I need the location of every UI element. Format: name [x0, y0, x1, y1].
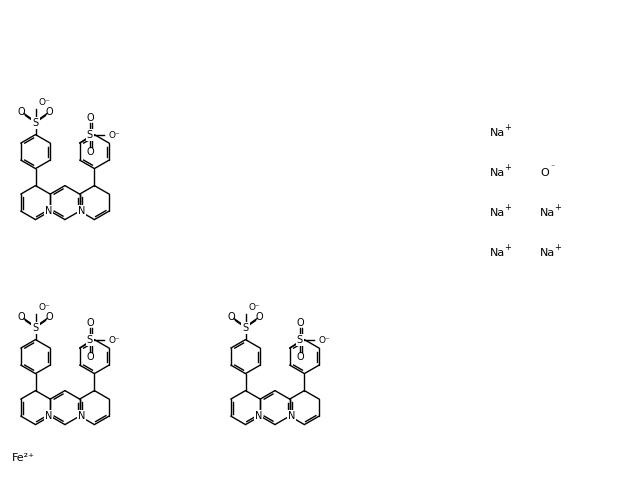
Text: O⁻: O⁻ — [109, 131, 120, 140]
Text: Na: Na — [490, 248, 505, 258]
Text: N: N — [44, 411, 52, 421]
Text: O: O — [228, 312, 235, 322]
Text: O⁻: O⁻ — [248, 303, 260, 312]
Text: S: S — [87, 335, 93, 345]
Text: N: N — [288, 411, 295, 421]
Text: O: O — [297, 352, 305, 362]
Text: +: + — [504, 163, 511, 171]
Text: N: N — [78, 206, 85, 216]
Text: O: O — [540, 168, 548, 178]
Text: Na: Na — [490, 168, 505, 178]
Text: +: + — [504, 122, 511, 131]
Text: O: O — [87, 352, 94, 362]
Text: N: N — [78, 411, 85, 421]
Text: S: S — [243, 323, 248, 333]
Text: S: S — [87, 130, 93, 140]
Text: Na: Na — [540, 248, 555, 258]
Text: O: O — [46, 106, 53, 117]
Text: Na: Na — [490, 128, 505, 138]
Text: O⁻: O⁻ — [39, 98, 51, 107]
Text: O: O — [87, 318, 94, 328]
Text: +: + — [554, 243, 561, 251]
Text: S: S — [32, 323, 39, 333]
Text: ⁻: ⁻ — [550, 163, 554, 171]
Text: O⁻: O⁻ — [39, 303, 51, 312]
Text: O: O — [87, 113, 94, 123]
Text: O: O — [297, 318, 305, 328]
Text: +: + — [554, 203, 561, 211]
Text: Fe²⁺: Fe²⁺ — [12, 453, 35, 463]
Text: S: S — [32, 118, 39, 127]
Text: O: O — [17, 106, 26, 117]
Text: +: + — [504, 203, 511, 211]
Text: O: O — [46, 312, 53, 322]
Text: N: N — [44, 206, 52, 216]
Text: Na: Na — [490, 208, 505, 218]
Text: O⁻: O⁻ — [109, 336, 120, 345]
Text: O⁻: O⁻ — [319, 336, 331, 345]
Text: Na: Na — [540, 208, 555, 218]
Text: N: N — [255, 411, 262, 421]
Text: O: O — [87, 147, 94, 157]
Text: O: O — [17, 312, 26, 322]
Text: +: + — [504, 243, 511, 251]
Text: S: S — [296, 335, 303, 345]
Text: O: O — [256, 312, 263, 322]
